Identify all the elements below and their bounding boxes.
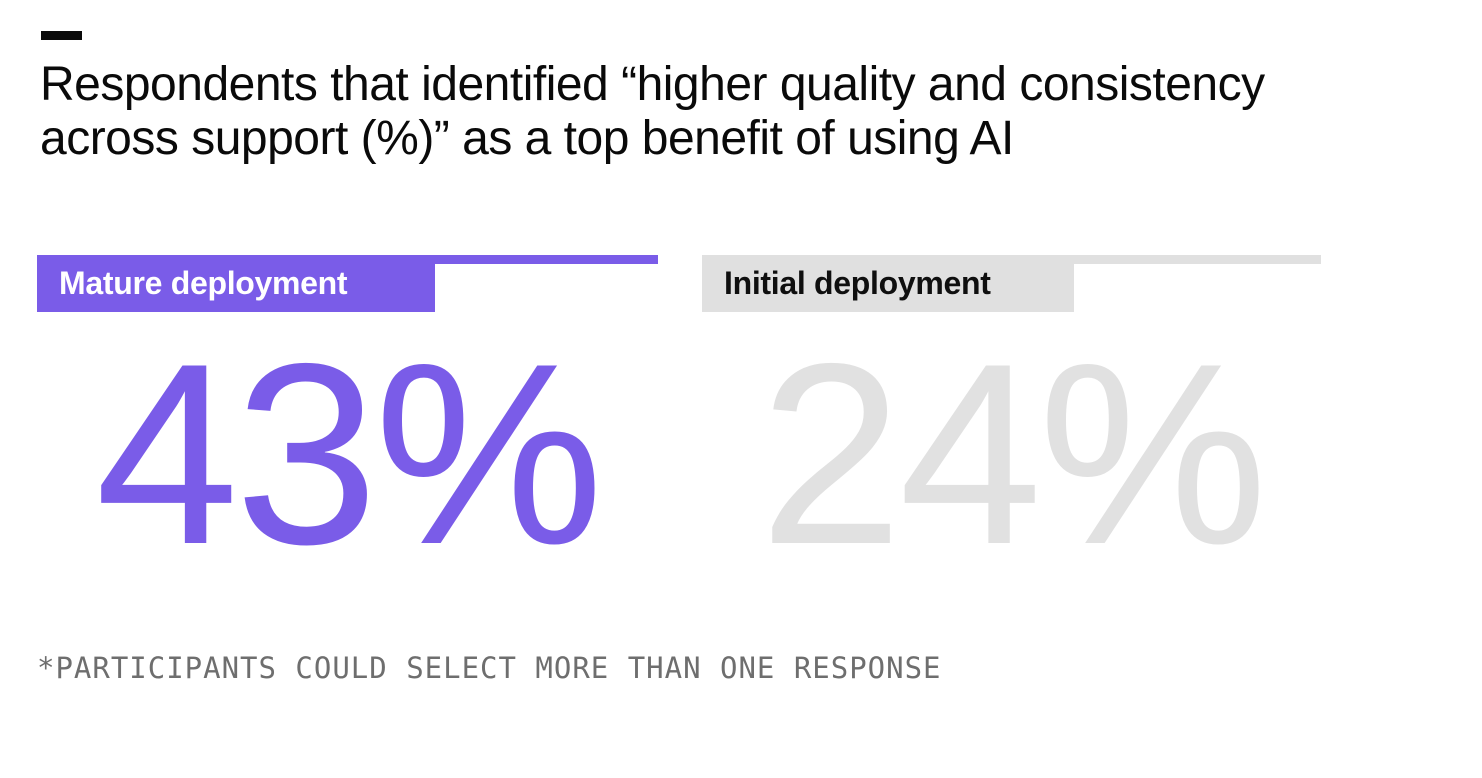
mature-deployment-label-box: Mature deployment [37,255,435,312]
initial-deployment-value: 24% [759,309,1267,598]
footnote: *PARTICIPANTS COULD SELECT MORE THAN ONE… [37,651,942,685]
mature-deployment-value: 43% [95,309,603,598]
page-title-line-2: across support (%)” as a top benefit of … [40,112,1014,165]
page-title-line-1: Respondents that identified “higher qual… [40,58,1265,111]
initial-deployment-label: Initial deployment [724,265,991,301]
title-dash [41,31,82,40]
mature-deployment-label: Mature deployment [59,265,348,301]
page-title: Respondents that identified “higher qual… [40,58,1265,166]
initial-deployment-label-box: Initial deployment [702,255,1074,312]
